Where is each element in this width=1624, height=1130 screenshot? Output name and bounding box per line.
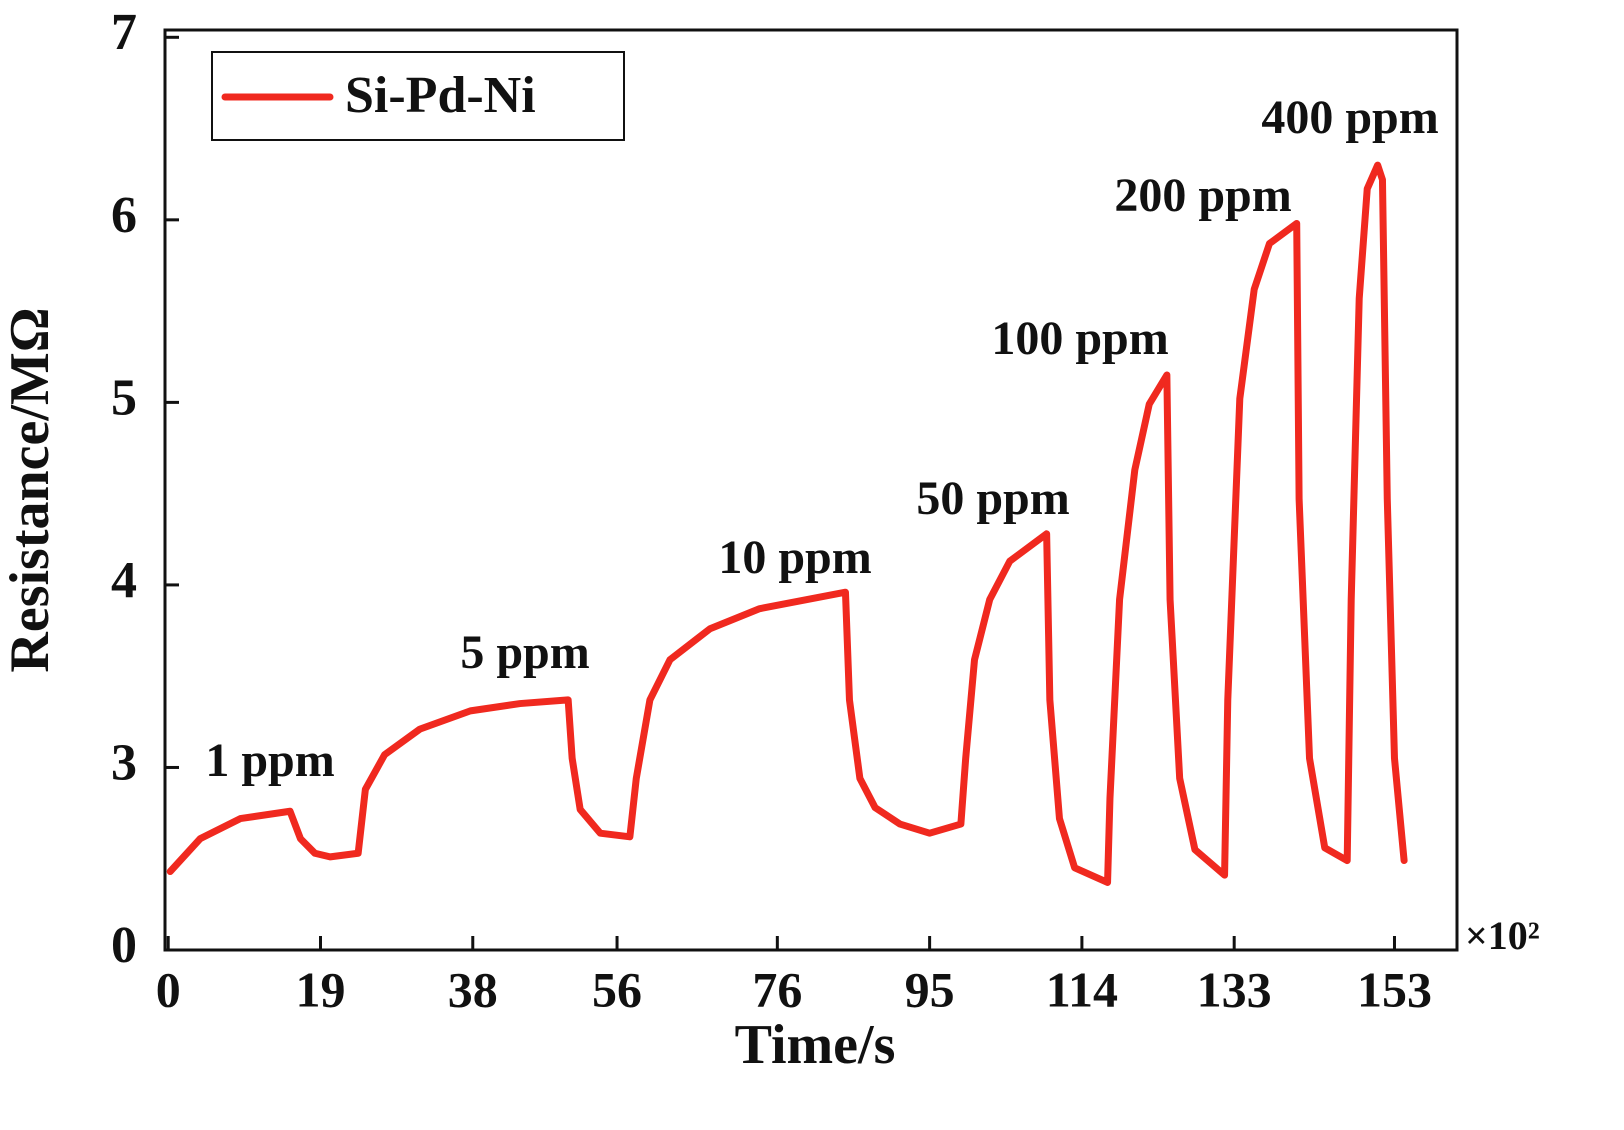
y-tick-label: 4 [111,552,137,609]
annotation: 5 ppm [460,626,589,679]
annotation: 50 ppm [916,472,1069,525]
x-tick-label: 0 [156,961,181,1017]
x-tick-label: 114 [1046,961,1118,1017]
x-tick-label: 133 [1197,961,1272,1017]
y-tick-label: 5 [111,369,137,426]
y-axis-label: Resistance/MΩ [0,307,61,672]
y-tick-label: 6 [111,187,137,244]
x-axis-label: Time/s [735,1014,896,1076]
y-tick-label: 3 [111,734,137,791]
y-tick-label: 7 [111,4,137,61]
annotation: 10 ppm [718,531,871,584]
annotation: 400 ppm [1261,91,1438,144]
x-tick-label: 19 [295,961,345,1017]
annotation: 200 ppm [1114,169,1291,222]
x-tick-label: 38 [448,961,498,1017]
annotation: 1 ppm [205,734,334,787]
plot-frame [163,28,1459,952]
x-tick-label: 56 [592,961,642,1017]
y-tick-label: 0 [111,917,137,974]
x-tick-label: 95 [905,961,955,1017]
x-tick-label: 153 [1357,961,1432,1017]
legend-label: Si-Pd-Ni [345,67,536,124]
x-tick-label: 76 [752,961,802,1017]
annotation: 100 ppm [991,312,1168,365]
data-line [166,161,1408,886]
x-multiplier: ×10² [1465,913,1540,958]
